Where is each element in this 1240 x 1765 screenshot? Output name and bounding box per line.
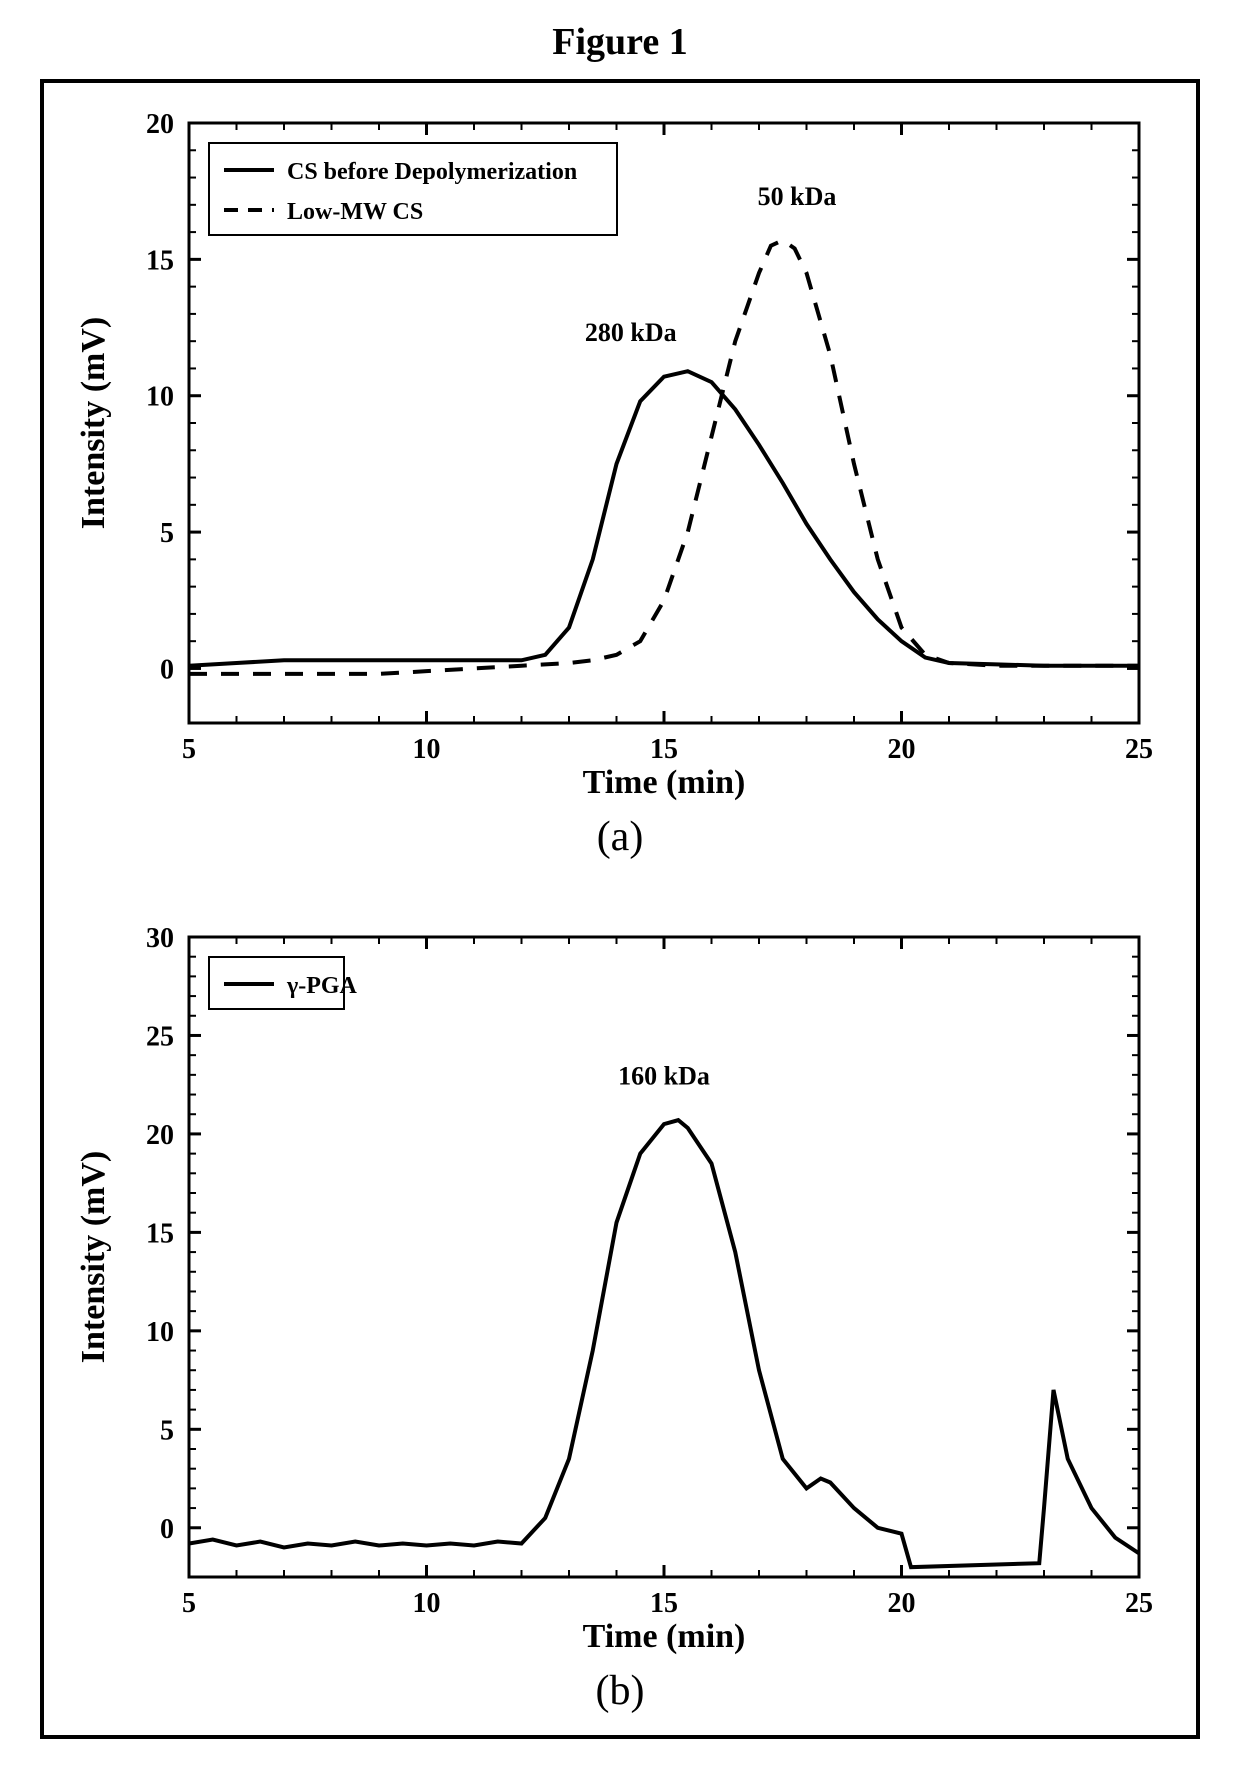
svg-text:γ-PGA: γ-PGA [286,973,358,999]
chart-panel-a: 5 10 15 20 25 0 5 10 15 20 Time (min) Intensity (mV… [69,98,1171,912]
svg-text:Time (min): Time (min) [583,764,746,801]
chart-svg-b: 5 10 15 20 25 0 5 10 15 20 25 30 Time (min) Intensity… [69,912,1169,1672]
svg-text:10: 10 [146,1316,174,1347]
svg-text:160 kDa: 160 kDa [618,1061,710,1090]
svg-text:0: 0 [160,1513,174,1544]
chart-panel-b: 5 10 15 20 25 0 5 10 15 20 25 30 Time (min) Intensity… [69,912,1171,1726]
svg-text:25: 25 [1125,734,1153,765]
svg-text:10: 10 [413,734,441,765]
panel-b-label: (b) [69,1667,1171,1715]
figure-frame: 5 10 15 20 25 0 5 10 15 20 Time (min) Intensity (mV… [40,79,1200,1739]
chart-svg-a: 5 10 15 20 25 0 5 10 15 20 Time (min) Intensity (mV… [69,98,1169,818]
svg-text:5: 5 [182,734,196,765]
svg-text:15: 15 [650,1588,678,1619]
panel-a-label: (a) [69,813,1171,861]
svg-text:Intensity (mV): Intensity (mV) [75,317,112,529]
svg-text:15: 15 [146,1218,174,1249]
svg-text:20: 20 [146,1119,174,1150]
svg-text:280 kDa: 280 kDa [585,318,677,347]
svg-text:10: 10 [146,382,174,413]
svg-text:15: 15 [650,734,678,765]
svg-text:25: 25 [1125,1588,1153,1619]
svg-text:20: 20 [888,1588,916,1619]
svg-text:20: 20 [146,109,174,140]
svg-text:15: 15 [146,245,174,276]
svg-text:20: 20 [888,734,916,765]
figure-title: Figure 1 [40,20,1200,64]
svg-text:30: 30 [146,923,174,954]
svg-text:50 kDa: 50 kDa [758,182,837,211]
svg-text:CS before Depolymerization: CS before Depolymerization [287,159,577,185]
svg-text:Intensity (mV): Intensity (mV) [75,1150,112,1362]
svg-text:5: 5 [160,1415,174,1446]
svg-text:10: 10 [413,1588,441,1619]
svg-text:25: 25 [146,1021,174,1052]
svg-text:Time (min): Time (min) [583,1618,746,1655]
svg-text:Low-MW CS: Low-MW CS [287,199,423,225]
svg-text:5: 5 [182,1588,196,1619]
svg-text:0: 0 [160,654,174,685]
svg-text:5: 5 [160,518,174,549]
